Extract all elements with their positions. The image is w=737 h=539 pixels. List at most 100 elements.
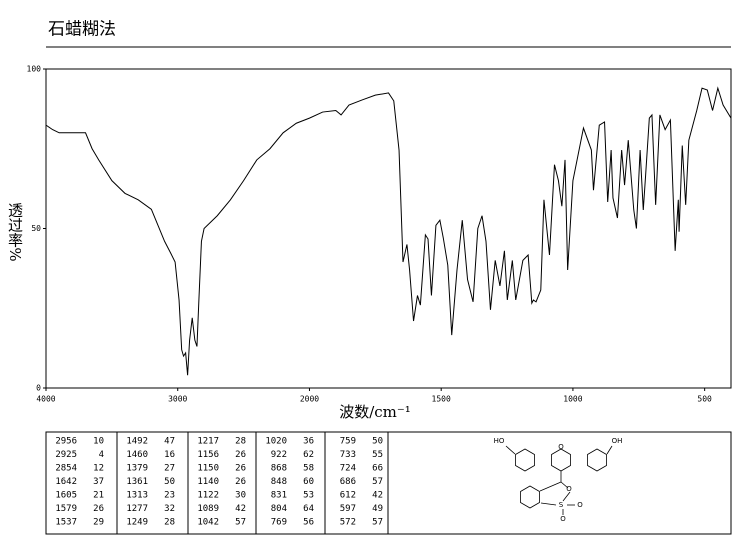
- intensity-cell: 50: [372, 437, 383, 447]
- intensity-cell: 27: [164, 464, 175, 474]
- intensity-cell: 12: [93, 464, 104, 474]
- ring: [515, 448, 535, 472]
- intensity-cell: 36: [303, 437, 314, 447]
- wavenumber-cell: 1020: [265, 437, 287, 447]
- intensity-cell: 57: [372, 477, 383, 487]
- wavenumber-cell: 1156: [197, 450, 219, 460]
- intensity-cell: 58: [303, 464, 314, 474]
- intensity-cell: 32: [164, 504, 175, 514]
- wavenumber-cell: 848: [271, 477, 287, 487]
- intensity-cell: 60: [303, 477, 314, 487]
- wavenumber-cell: 1217: [197, 437, 219, 447]
- wavenumber-cell: 769: [271, 518, 287, 528]
- wavenumber-cell: 597: [340, 504, 356, 514]
- y-tick-label: 50: [31, 224, 41, 233]
- wavenumber-cell: 2854: [55, 464, 77, 474]
- intensity-cell: 26: [93, 504, 104, 514]
- wavenumber-cell: 1460: [126, 450, 148, 460]
- wavenumber-cell: 612: [340, 491, 356, 501]
- bond: [562, 491, 571, 502]
- intensity-cell: 26: [235, 464, 246, 474]
- wavenumber-cell: 759: [340, 437, 356, 447]
- wavenumber-cell: 1492: [126, 437, 148, 447]
- wavenumber-cell: 1089: [197, 504, 219, 514]
- intensity-cell: 53: [303, 491, 314, 501]
- wavenumber-cell: 1122: [197, 491, 219, 501]
- atom-label: HO: [494, 437, 505, 445]
- ring: [587, 448, 607, 472]
- atom-label: OH: [612, 437, 623, 445]
- atom-label: S: [559, 501, 564, 509]
- intensity-cell: 50: [164, 477, 175, 487]
- intensity-cell: 57: [372, 518, 383, 528]
- wavenumber-cell: 724: [340, 464, 356, 474]
- x-tick-label: 1000: [563, 395, 582, 404]
- wavenumber-cell: 733: [340, 450, 356, 460]
- wavenumber-cell: 1249: [126, 518, 148, 528]
- bond: [539, 481, 562, 492]
- x-tick-label: 4000: [36, 395, 55, 404]
- intensity-cell: 57: [235, 518, 246, 528]
- bond: [505, 445, 516, 455]
- spectrum-line: [45, 86, 732, 376]
- wavenumber-cell: 1642: [55, 477, 77, 487]
- wavenumber-cell: 1042: [197, 518, 219, 528]
- wavenumber-cell: 1579: [55, 504, 77, 514]
- intensity-cell: 21: [93, 491, 104, 501]
- intensity-cell: 55: [372, 450, 383, 460]
- y-axis-label: 透过率%: [6, 202, 24, 261]
- wavenumber-cell: 686: [340, 477, 356, 487]
- intensity-cell: 62: [303, 450, 314, 460]
- intensity-cell: 16: [164, 450, 175, 460]
- wavenumber-cell: 2925: [55, 450, 77, 460]
- ring: [520, 485, 540, 509]
- wavenumber-cell: 1150: [197, 464, 219, 474]
- y-tick-label: 100: [27, 65, 42, 74]
- atom-label: O: [560, 515, 566, 523]
- x-tick-label: 500: [697, 395, 712, 404]
- intensity-cell: 10: [93, 437, 104, 447]
- bond: [540, 502, 557, 506]
- x-tick-label: 1500: [432, 395, 451, 404]
- intensity-cell: 42: [372, 491, 383, 501]
- wavenumber-cell: 1605: [55, 491, 77, 501]
- bond: [606, 445, 613, 455]
- wavenumber-cell: 868: [271, 464, 287, 474]
- intensity-cell: 64: [303, 504, 314, 514]
- wavenumber-cell: 572: [340, 518, 356, 528]
- intensity-cell: 26: [235, 450, 246, 460]
- wavenumber-cell: 1277: [126, 504, 148, 514]
- intensity-cell: 28: [164, 518, 175, 528]
- intensity-cell: 26: [235, 477, 246, 487]
- intensity-cell: 42: [235, 504, 246, 514]
- wavenumber-cell: 1313: [126, 491, 148, 501]
- intensity-cell: 37: [93, 477, 104, 487]
- intensity-cell: 28: [235, 437, 246, 447]
- ring: [551, 448, 571, 472]
- plot-frame: [45, 68, 732, 389]
- intensity-cell: 49: [372, 504, 383, 514]
- x-axis-label: 波数/cm⁻¹: [339, 403, 411, 421]
- intensity-cell: 29: [93, 518, 104, 528]
- atom-label: O: [558, 443, 564, 451]
- wavenumber-cell: 1379: [126, 464, 148, 474]
- intensity-cell: 47: [164, 437, 175, 447]
- x-tick-label: 2000: [300, 395, 319, 404]
- wavenumber-cell: 2956: [55, 437, 77, 447]
- y-tick-label: 0: [36, 384, 41, 393]
- title: 石蜡糊法: [48, 20, 116, 40]
- atom-label: O: [566, 485, 572, 493]
- x-tick-label: 3000: [168, 395, 187, 404]
- wavenumber-cell: 1140: [197, 477, 219, 487]
- intensity-cell: 56: [303, 518, 314, 528]
- wavenumber-cell: 1361: [126, 477, 148, 487]
- wavenumber-cell: 831: [271, 491, 287, 501]
- atom-label: O: [577, 501, 583, 509]
- structure: [505, 445, 613, 515]
- wavenumber-cell: 922: [271, 450, 287, 460]
- intensity-cell: 30: [235, 491, 246, 501]
- intensity-cell: 66: [372, 464, 383, 474]
- intensity-cell: 23: [164, 491, 175, 501]
- bond: [560, 481, 569, 489]
